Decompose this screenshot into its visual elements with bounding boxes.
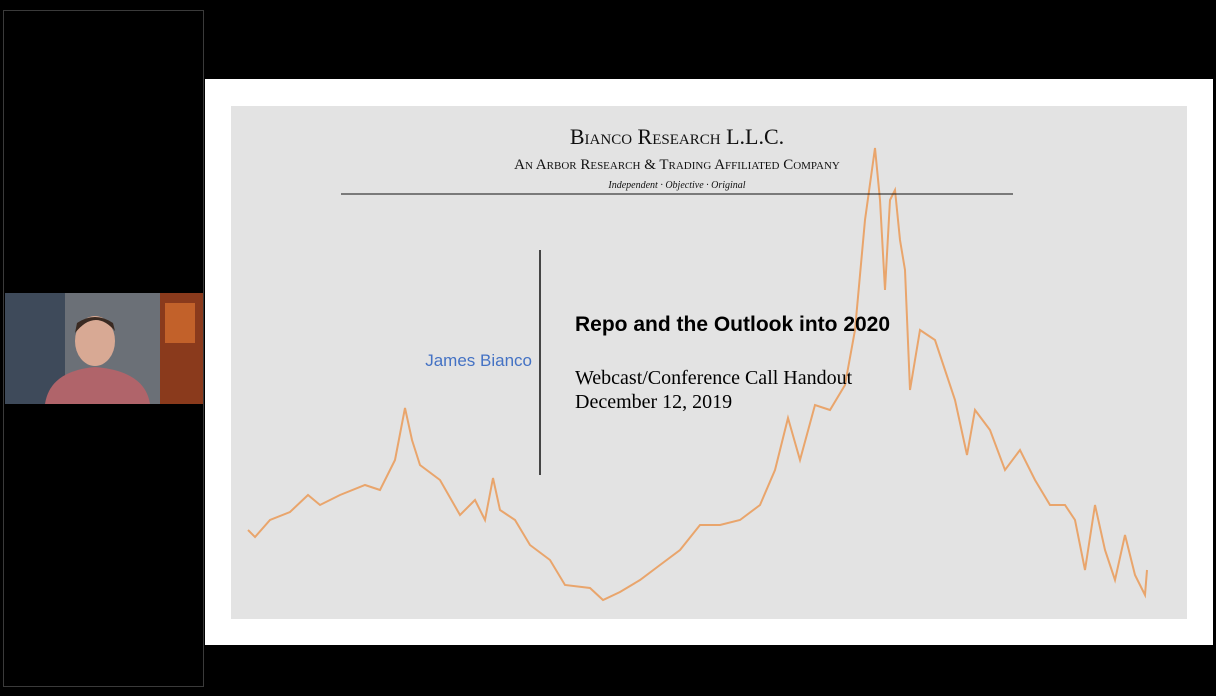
hair <box>75 317 115 333</box>
participant-panel <box>3 10 204 687</box>
presenter: James Bianco <box>425 351 532 370</box>
wall-art <box>165 303 195 343</box>
webcam-video <box>5 293 203 404</box>
affiliation: An Arbor Research & Trading Affiliated C… <box>514 157 840 173</box>
slide-date: December 12, 2019 <box>575 391 733 413</box>
company-name: Bianco Research L.L.C. <box>569 124 785 149</box>
slide-subtitle: Webcast/Conference Call Handout <box>575 367 853 389</box>
slide-title: Repo and the Outlook into 2020 <box>575 313 891 336</box>
face <box>75 316 115 366</box>
slide-background <box>231 106 1187 619</box>
decorative-line <box>247 147 1148 602</box>
webcam-scene <box>5 293 203 404</box>
motto: Independent · Objective · Original <box>608 180 746 191</box>
shirt <box>45 367 150 404</box>
